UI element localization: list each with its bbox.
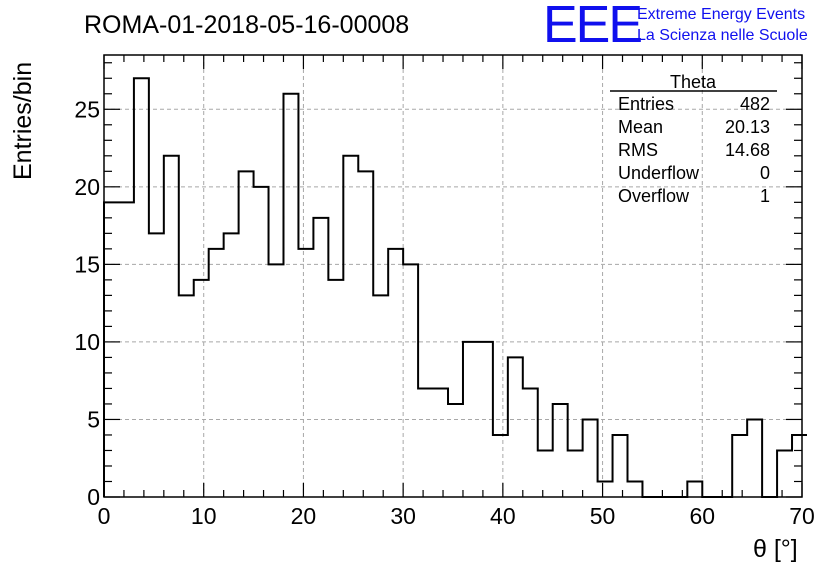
x-tick-label: 30 <box>390 503 416 529</box>
stats-rows: Entries 482 Mean 20.13 RMS 14.68 Underflow 0 Ove… <box>618 94 770 206</box>
stats-row-label: RMS <box>618 140 658 160</box>
stats-row-value: 1 <box>760 186 770 206</box>
x-tick-label: 20 <box>291 503 317 529</box>
x-axis-label: θ [°] <box>753 535 798 563</box>
y-axis-label: Entries/bin <box>9 62 37 180</box>
stats-box: Theta Entries 482 Mean 20.13 RMS 14.68 Underfl… <box>610 72 777 206</box>
x-tick-label: 0 <box>98 503 111 529</box>
x-tick-labels: 0 10 20 30 40 50 60 70 <box>98 503 815 529</box>
y-tick-label: 15 <box>74 251 100 277</box>
grid-lines <box>104 55 802 497</box>
logo-letters: EEE <box>543 0 641 54</box>
y-tick-label: 10 <box>74 329 100 355</box>
histogram-series <box>103 77 807 498</box>
x-tick-label: 70 <box>789 503 815 529</box>
logo-line-1: Extreme Energy Events <box>637 6 805 23</box>
axis-ticks <box>103 55 803 498</box>
x-tick-label: 50 <box>590 503 616 529</box>
stats-row-value: 14.68 <box>725 140 770 160</box>
x-tick-label: 10 <box>191 503 217 529</box>
run-title: ROMA-01-2018-05-16-00008 <box>84 11 409 39</box>
stats-row-value: 0 <box>760 163 770 183</box>
logo-line-2: La Scienza nelle Scuole <box>637 27 808 44</box>
stats-row-label: Overflow <box>618 186 690 206</box>
y-tick-labels: 0 5 10 15 20 25 <box>74 96 100 510</box>
stats-row-label: Entries <box>618 94 674 114</box>
y-tick-label: 5 <box>87 406 100 432</box>
y-tick-label: 0 <box>87 484 100 510</box>
stats-row-label: Underflow <box>618 163 700 183</box>
stats-row-label: Mean <box>618 117 663 137</box>
y-tick-label: 25 <box>74 96 100 122</box>
stats-row-value: 482 <box>740 94 770 114</box>
y-tick-label: 20 <box>74 174 100 200</box>
x-tick-label: 60 <box>689 503 715 529</box>
eee-logo: EEE Extreme Energy Events La Scienza nel… <box>543 0 808 54</box>
plot-frame <box>103 54 803 498</box>
x-tick-label: 40 <box>490 503 516 529</box>
stats-box-title: Theta <box>670 72 717 92</box>
stats-row-value: 20.13 <box>725 117 770 137</box>
